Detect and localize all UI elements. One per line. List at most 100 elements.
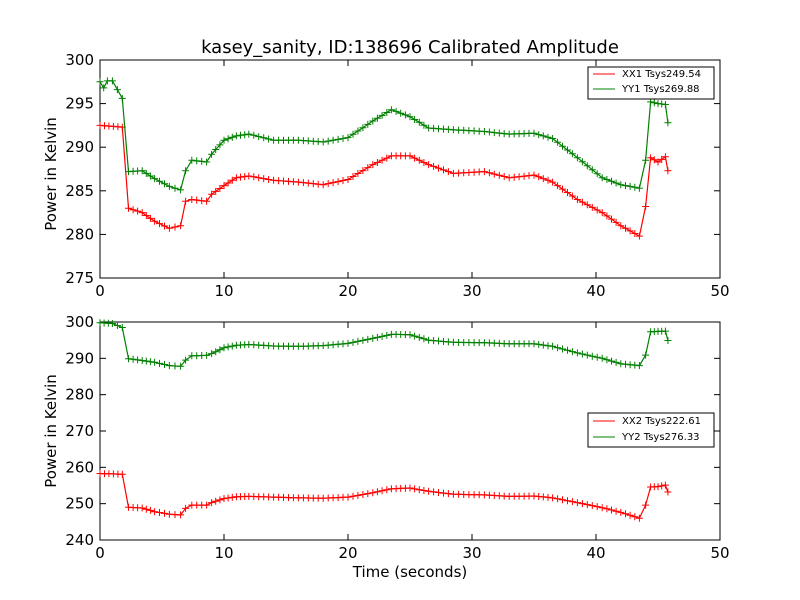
data-point-marker — [265, 135, 273, 143]
data-point-marker — [129, 206, 137, 214]
data-point-marker — [573, 349, 581, 357]
data-point-marker — [334, 178, 342, 186]
legend-label-xx2: XX2 Tsys222.61 — [622, 416, 701, 427]
data-point-marker — [642, 351, 650, 359]
data-point-marker — [216, 185, 224, 192]
data-point-marker — [369, 117, 377, 125]
data-point-marker — [480, 168, 488, 176]
data-point-marker — [573, 196, 581, 203]
data-point-marker — [444, 490, 452, 498]
data-point-marker — [411, 332, 419, 340]
data-point-marker — [564, 146, 571, 154]
data-point-marker — [228, 493, 236, 501]
data-point-marker — [339, 177, 347, 184]
data-point-marker — [161, 180, 168, 188]
data-point-marker — [373, 333, 381, 341]
data-point-marker — [212, 146, 220, 153]
x-tick-label: 40 — [586, 544, 605, 562]
data-point-marker — [593, 503, 601, 511]
data-point-marker — [406, 484, 414, 492]
data-point-marker — [265, 176, 273, 183]
data-point-marker — [631, 183, 639, 191]
data-point-marker — [588, 166, 596, 174]
data-point-marker — [420, 121, 428, 129]
legend: XX1 Tsys249.54 YY1 Tsys269.88 — [587, 66, 715, 100]
data-point-marker — [212, 187, 220, 195]
data-point-marker — [339, 135, 347, 142]
data-point-marker — [146, 358, 154, 366]
data-point-marker — [622, 182, 629, 190]
x-tick-label: 50 — [710, 544, 729, 562]
data-point-marker — [411, 116, 419, 123]
data-point-marker — [349, 173, 357, 180]
data-point-marker — [151, 175, 159, 183]
data-point-marker — [151, 358, 159, 366]
data-point-marker — [118, 470, 126, 478]
data-point-marker — [241, 131, 249, 139]
data-point-marker — [622, 510, 629, 518]
data-point-marker — [161, 361, 168, 368]
data-point-marker — [146, 214, 154, 222]
data-point-marker — [378, 111, 386, 119]
data-point-marker — [554, 182, 562, 190]
data-point-marker — [635, 184, 643, 192]
data-point-marker — [354, 127, 362, 135]
data-point-marker — [593, 353, 601, 361]
data-point-marker — [583, 201, 591, 209]
y-tick-label: 260 — [65, 458, 94, 476]
data-point-marker — [208, 350, 216, 358]
data-point-marker — [608, 177, 615, 185]
data-point-marker — [369, 334, 377, 342]
data-point-marker — [96, 78, 104, 86]
data-point-marker — [208, 190, 216, 198]
data-point-marker — [344, 134, 352, 142]
data-point-marker — [220, 495, 228, 503]
data-point-marker — [108, 320, 116, 327]
y-tick-label: 285 — [65, 182, 94, 200]
data-point-marker — [216, 346, 224, 354]
data-point-marker — [354, 491, 362, 499]
x-tick-label: 20 — [338, 282, 357, 300]
data-point-marker — [198, 197, 206, 205]
data-point-marker — [349, 130, 357, 138]
legend-box — [587, 66, 715, 100]
y-tick-label: 300 — [65, 51, 94, 69]
data-point-marker — [598, 354, 606, 362]
data-point-marker — [220, 136, 228, 144]
data-point-marker — [134, 207, 142, 215]
x-tick-label: 0 — [95, 544, 105, 562]
data-point-marker — [617, 222, 625, 230]
x-tick-label: 40 — [586, 282, 605, 300]
y-tick-label: 280 — [65, 386, 94, 404]
data-point-marker — [664, 488, 672, 496]
data-point-marker — [344, 493, 352, 501]
data-point-marker — [245, 130, 253, 138]
data-point-marker — [329, 179, 337, 187]
data-point-marker — [642, 203, 650, 210]
data-point-marker — [406, 331, 414, 339]
data-point-marker — [156, 177, 163, 185]
data-point-marker — [435, 489, 442, 496]
data-point-marker — [583, 501, 591, 509]
data-point-marker — [161, 509, 168, 517]
data-point-marker — [435, 164, 442, 172]
data-point-marker — [241, 173, 249, 181]
data-point-marker — [485, 169, 493, 177]
data-point-marker — [664, 337, 672, 344]
data-point-marker — [661, 327, 669, 335]
axis-ticks: 0 10 20 30 40 50 275 280 285 290 295 300 — [65, 51, 729, 300]
data-point-marker — [626, 511, 634, 519]
data-point-marker — [224, 179, 232, 187]
data-point-marker — [603, 212, 611, 220]
data-point-marker — [359, 167, 367, 175]
data-point-marker — [568, 498, 576, 506]
data-point-marker — [415, 486, 423, 494]
data-point-marker — [208, 150, 216, 158]
data-point-marker — [530, 171, 538, 179]
data-point-marker — [228, 176, 236, 184]
data-point-marker — [364, 164, 372, 172]
data-point-marker — [608, 506, 615, 514]
y-axis-label: Power in Kelvin — [42, 374, 60, 488]
data-point-marker — [411, 154, 419, 162]
